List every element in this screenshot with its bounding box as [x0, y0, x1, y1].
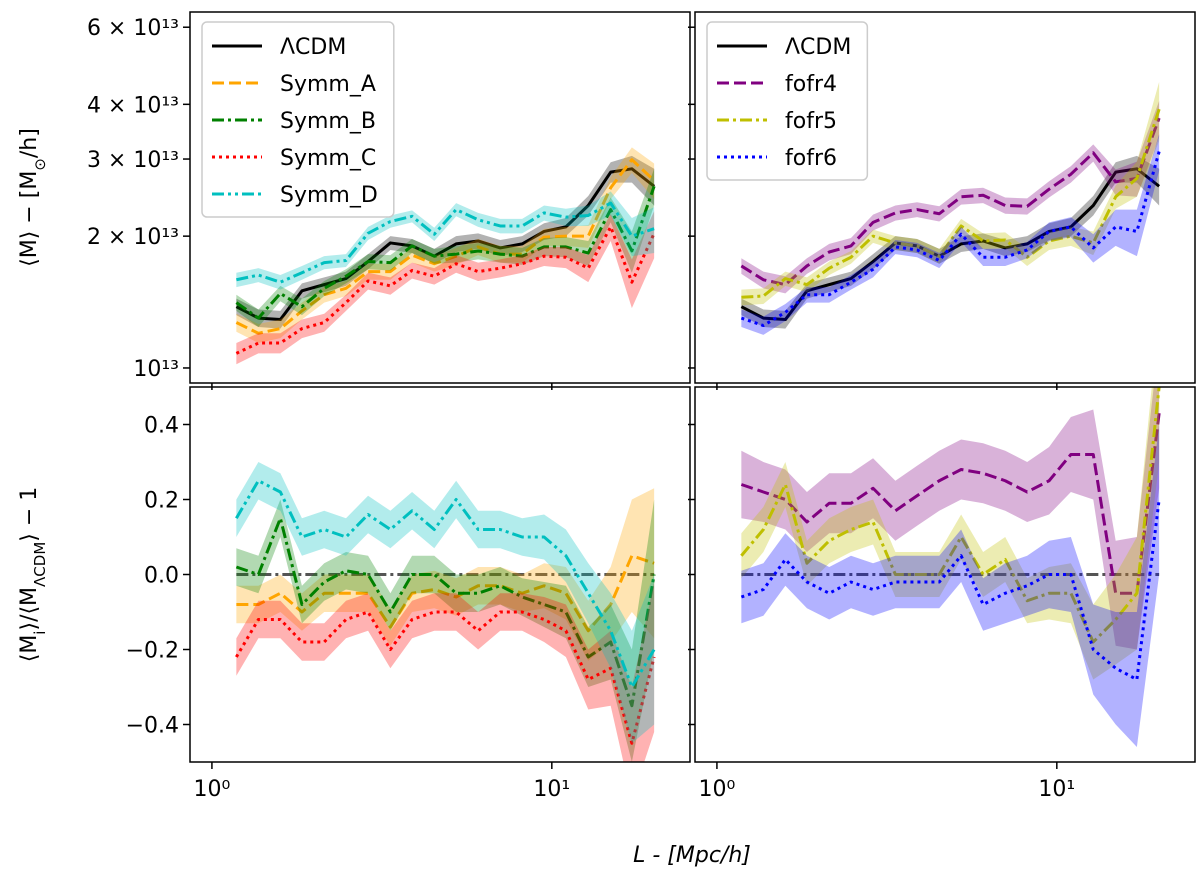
y-axis-label-part: ⟨M⟩ − [M [17, 171, 42, 267]
x-tick-label: 10¹ [533, 777, 570, 802]
x-tick-label: 10⁰ [194, 777, 231, 802]
plot-area [235, 147, 656, 365]
legend-label: Symm_D [280, 183, 378, 208]
error-band [741, 101, 1160, 294]
series-line [235, 225, 656, 355]
y-axis-label-part: ⟩/⟨M [17, 587, 42, 631]
legend-frame [706, 21, 869, 181]
error-band [236, 488, 655, 661]
error-band [236, 211, 655, 365]
y-axis-label-part: ⊙ [31, 158, 49, 171]
series-line [740, 413, 1161, 595]
panel: 10⁰ 10¹ −0.4 −0.2 0.0 0.2 0.4 ⟨Mi⟩/⟨MΛCDM⟩ − 1 [17, 386, 691, 802]
legend-label: fofr5 [785, 109, 837, 134]
y-axis-label-part: i [31, 631, 49, 635]
error-band [741, 134, 1160, 335]
error-band [236, 191, 655, 290]
error-band [236, 168, 655, 328]
panel-frame [694, 11, 1196, 384]
legend: ΛCDM Symm_A Symm_B Symm_C Symm_D [201, 21, 395, 218]
error-band [741, 424, 1160, 747]
y-axis-label: ⟨Mi⟩/⟨MΛCDM⟩ − 1 [17, 487, 49, 663]
legend: ΛCDM fofr4 fofr5 fofr6 [706, 21, 869, 181]
series-line [235, 185, 656, 320]
error-band [236, 147, 655, 344]
plot-area [740, 387, 1161, 747]
series-line [740, 387, 1161, 644]
error-band [236, 462, 655, 744]
error-band [741, 387, 1160, 650]
y-axis-label-part: ΛCDM [31, 542, 49, 587]
legend-label: ΛCDM [785, 35, 851, 60]
y-tick-label: 2 × 10¹³ [87, 225, 179, 250]
error-band [236, 155, 655, 329]
panel: 10⁰ 10¹ [688, 386, 1196, 802]
legend-label: Symm_B [280, 109, 376, 134]
x-tick-label: 10¹ [1038, 777, 1075, 802]
legend-label: ΛCDM [280, 35, 346, 60]
plot-area [235, 462, 656, 762]
legend-label: fofr6 [785, 146, 837, 171]
series-line [235, 167, 656, 322]
panel-frame [189, 11, 691, 384]
y-tick-label: 0.2 [144, 489, 179, 514]
plot-area [740, 81, 1161, 335]
series-line [236, 554, 655, 633]
legend-label: Symm_C [280, 146, 376, 171]
y-axis-label-part: ⟩ − 1 [17, 487, 42, 542]
legend-label: Symm_A [280, 72, 376, 97]
series-line [740, 117, 1161, 287]
series-line [740, 167, 1161, 322]
panel: 10¹³ 2 × 10¹³ 3 × 10¹³ 4 × 10¹³ 6 × 10¹³ ⟨M⟩ … [17, 11, 691, 390]
series-line [235, 610, 656, 745]
y-tick-label: 6 × 10¹³ [87, 16, 179, 41]
series-line [235, 479, 656, 689]
y-tick-label: −0.2 [126, 639, 179, 664]
error-band [741, 387, 1160, 680]
y-axis-label-part: ⟨M [17, 635, 42, 663]
series-line [236, 201, 655, 284]
series-line [235, 158, 656, 335]
y-axis-label-part: /h] [17, 128, 42, 158]
legend-frame [201, 21, 395, 218]
series-line [235, 516, 656, 708]
y-tick-label: −0.4 [126, 714, 179, 739]
x-tick-label: 10⁰ [699, 777, 736, 802]
error-band [741, 81, 1160, 306]
error-band [236, 499, 655, 762]
y-tick-label: 0.0 [144, 564, 179, 589]
y-tick-label: 3 × 10¹³ [87, 148, 179, 173]
y-axis-label: ⟨M⟩ − [M⊙/h] [17, 128, 49, 267]
panel: ΛCDM fofr4 fofr5 fofr6 [688, 11, 1196, 390]
series-line [740, 151, 1161, 328]
series-line [741, 108, 1161, 299]
y-tick-label: 0.4 [144, 414, 179, 439]
x-axis-label: L - [Mpc/h] [633, 843, 751, 868]
error-band [741, 155, 1160, 329]
legend-label: fofr4 [785, 72, 837, 97]
y-tick-label: 10¹³ [133, 357, 179, 382]
y-tick-label: 4 × 10¹³ [87, 93, 179, 118]
